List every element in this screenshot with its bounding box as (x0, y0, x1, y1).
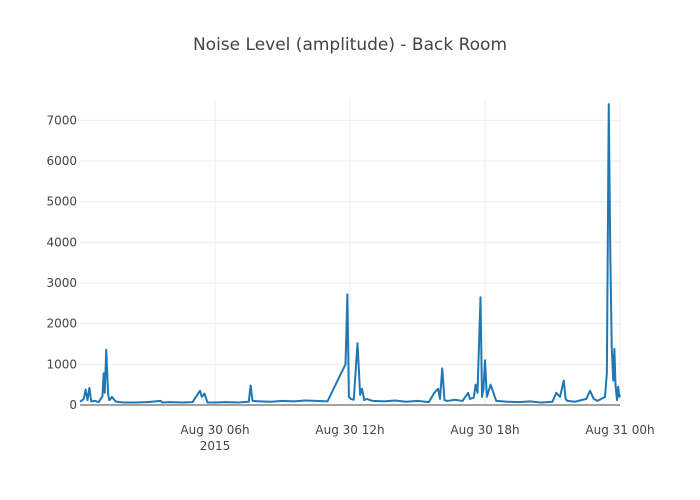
y-tick-label: 5000 (46, 195, 77, 209)
series-line (79, 103, 621, 404)
x-tick-label: Aug 30 12h (315, 423, 384, 437)
y-tick-label: 1000 (46, 357, 77, 371)
x-tick-label: Aug 30 18h (450, 423, 519, 437)
y-tick-label: 6000 (46, 154, 77, 168)
y-tick-label: 2000 (46, 317, 77, 331)
y-tick-label: 7000 (46, 113, 77, 127)
grid-lines (80, 100, 621, 405)
y-tick-label: 0 (69, 398, 77, 412)
series-layer (79, 103, 621, 404)
axes: 0 1000 2000 3000 4000 5000 6000 7000 Aug 30 06h 2… (46, 113, 654, 453)
x-tick-label: Aug 31 00h (585, 423, 654, 437)
y-tick-label: 3000 (46, 276, 77, 290)
x-tick-label: Aug 30 06h (180, 423, 249, 437)
x-tick-sublabel: 2015 (200, 439, 231, 453)
chart-title: Noise Level (amplitude) - Back Room (193, 35, 507, 55)
y-tick-label: 4000 (46, 235, 77, 249)
